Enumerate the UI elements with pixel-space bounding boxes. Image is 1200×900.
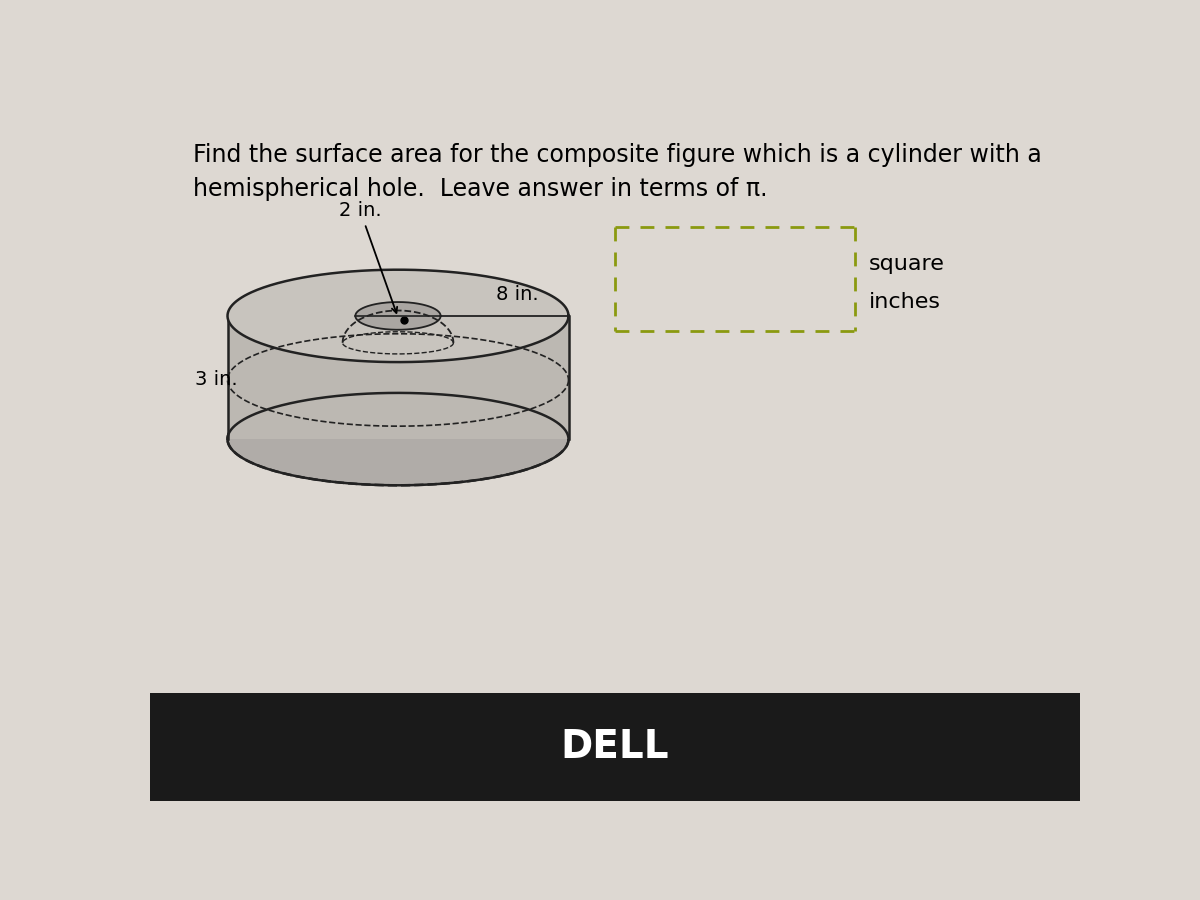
Polygon shape: [355, 302, 440, 329]
Bar: [150, 693, 1080, 801]
Text: 8 in.: 8 in.: [496, 285, 539, 304]
Text: 2 in.: 2 in.: [340, 201, 382, 220]
Text: 3 in.: 3 in.: [194, 371, 238, 390]
Text: inches: inches: [869, 292, 941, 312]
Text: hemispherical hole.  Leave answer in terms of π.: hemispherical hole. Leave answer in term…: [193, 177, 767, 202]
Text: square: square: [869, 254, 946, 274]
Polygon shape: [228, 393, 569, 485]
Polygon shape: [228, 270, 569, 362]
Polygon shape: [228, 316, 569, 439]
Text: DELL: DELL: [560, 728, 670, 766]
Text: Find the surface area for the composite figure which is a cylinder with a: Find the surface area for the composite …: [193, 142, 1042, 166]
